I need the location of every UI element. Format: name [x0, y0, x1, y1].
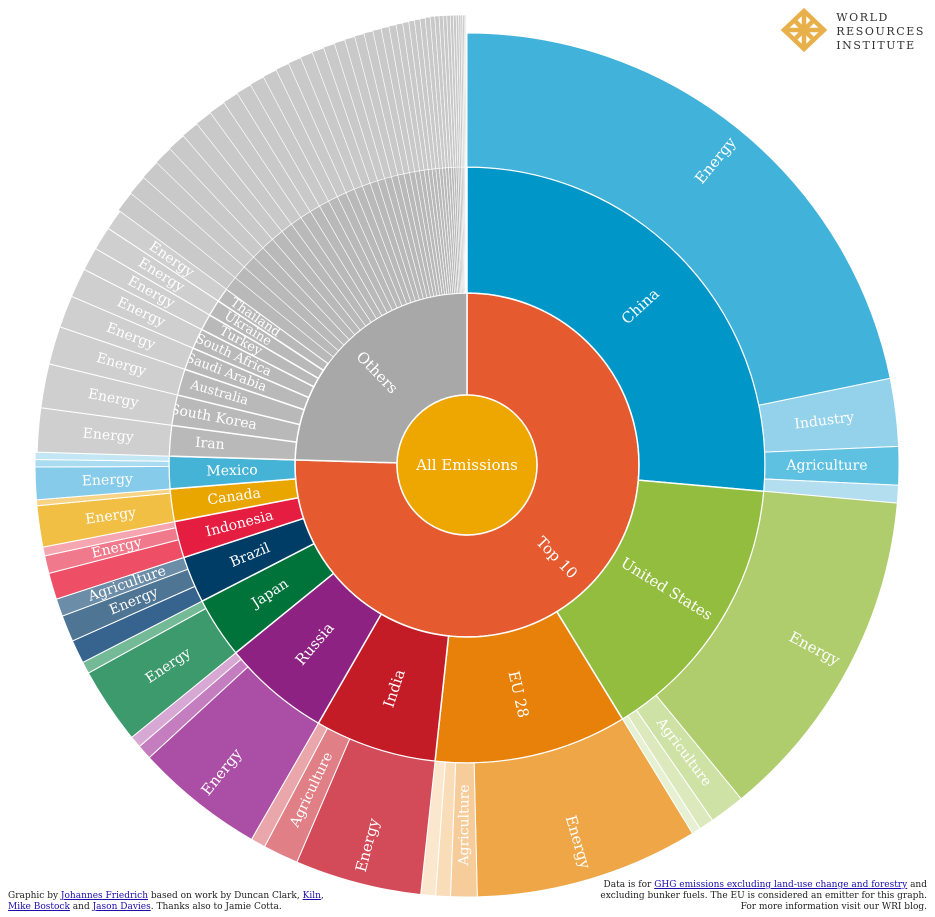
country-label-iran: Iran — [194, 435, 225, 453]
credit-link-jason-davies[interactable]: Jason Davies — [92, 902, 151, 912]
credits-text-4: and — [69, 902, 93, 912]
note-line-2: excluding bunker fuels. The EU is consid… — [600, 891, 927, 901]
credits-line-2: Mike Bostock and Jason Davies. Thanks al… — [8, 902, 324, 913]
wri-lattice-icon — [780, 7, 828, 56]
note-line-3: For more information visit our WRI blog. — [740, 902, 927, 912]
sector-label-mexico-energy: Energy — [81, 471, 133, 489]
note-line-1: Data is for GHG emissions excluding land… — [600, 880, 928, 891]
credit-link-kiln[interactable]: Kiln — [302, 891, 321, 901]
sector-label-china-industry: Industry — [794, 409, 856, 432]
wri-logo-text: WORLD RESOURCES INSTITUTE — [836, 11, 925, 53]
credit-link-johannes-friedrich[interactable]: Johannes Friedrich — [60, 891, 149, 901]
logo-line-1: WORLD — [836, 11, 889, 24]
data-definition-link[interactable]: GHG emissions excluding land-use change … — [654, 880, 908, 890]
credit-link-mike-bostock[interactable]: Mike Bostock — [8, 902, 70, 912]
sector-label-eu-28-agriculture: Agriculture — [456, 784, 473, 866]
sector-label-canada-energy: Energy — [84, 505, 137, 528]
credits-text-5: . Thanks also to Jamie Cotta. — [150, 902, 282, 912]
sector-label-iran-energy: Energy — [82, 426, 134, 446]
footer-credits: Graphic by Johannes Friedrich based on w… — [8, 891, 324, 913]
note-text-2: and — [907, 880, 927, 890]
footer-data-note: Data is for GHG emissions excluding land… — [600, 880, 927, 913]
sector-label-china-agriculture: Agriculture — [785, 458, 867, 474]
country-label-canada: Canada — [206, 485, 261, 508]
small-emitter-sector-44[interactable] — [466, 14, 468, 168]
root-label: All Emissions — [415, 456, 518, 474]
credits-line-1: Graphic by Johannes Friedrich based on w… — [8, 891, 324, 902]
logo-line-2: RESOURCES — [836, 25, 925, 38]
root-all-emissions[interactable] — [396, 394, 538, 536]
logo-line-3: INSTITUTE — [836, 39, 916, 52]
credits-text-3: , — [320, 891, 324, 901]
credits-text-1: Graphic by — [8, 891, 61, 901]
credits-text-2: based on work by Duncan Clark, — [148, 891, 303, 901]
note-text-1: Data is for — [603, 880, 655, 890]
sector-china-energy[interactable] — [466, 32, 891, 406]
wri-logo[interactable]: WORLD RESOURCES INSTITUTE — [780, 7, 925, 56]
country-label-mexico: Mexico — [206, 462, 258, 479]
